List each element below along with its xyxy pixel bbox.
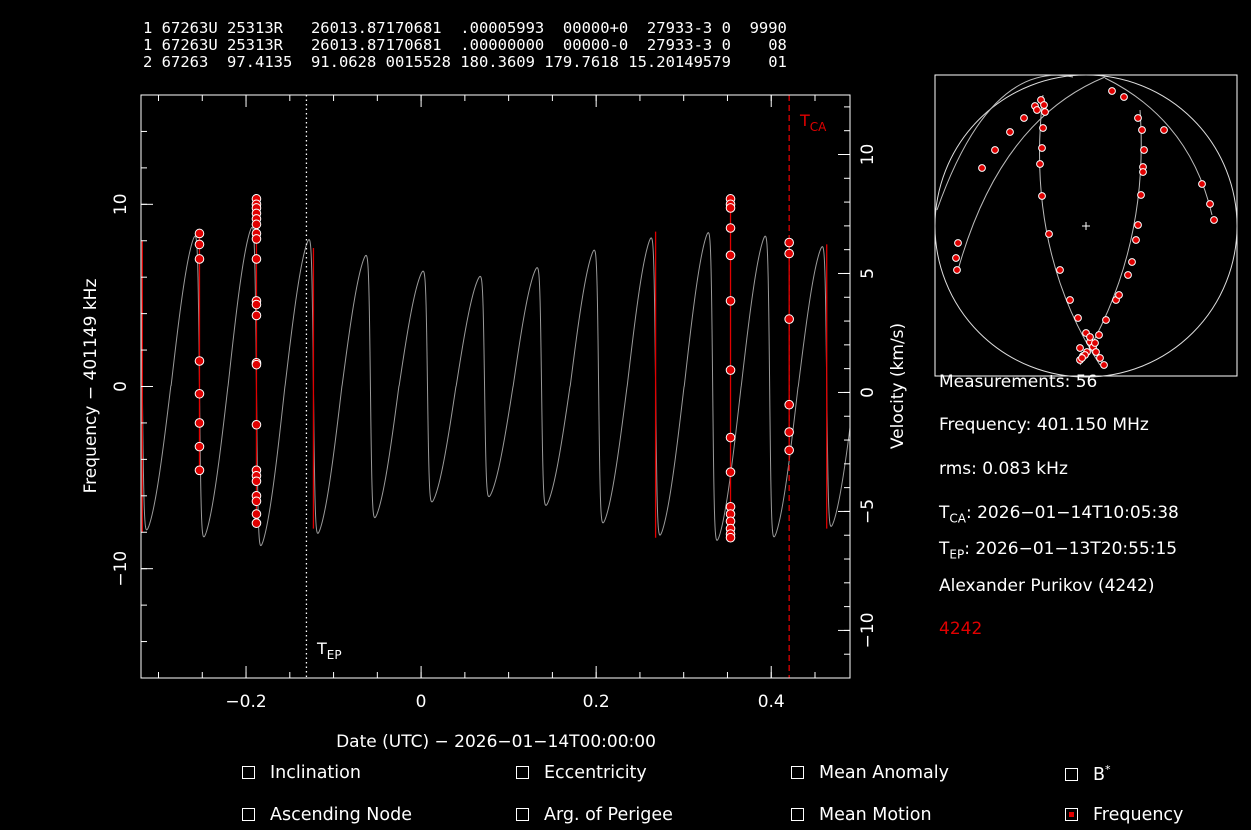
option-mean-motion[interactable]: Mean Motion — [791, 805, 932, 825]
x-tick-label: 0.2 — [583, 692, 610, 712]
checkbox[interactable] — [242, 808, 255, 821]
y2-tick-label: −10 — [858, 612, 878, 648]
measurement-point — [725, 532, 736, 543]
measurement-point — [725, 296, 736, 306]
measurement-point — [194, 418, 205, 428]
measurement-point — [251, 518, 262, 528]
option-inclination[interactable]: Inclination — [242, 763, 361, 783]
measurement-point — [251, 419, 262, 430]
measurement-point — [251, 310, 262, 321]
y2-tick-label: −5 — [858, 499, 878, 524]
x-tick-label: −0.2 — [225, 692, 266, 712]
measurement-point — [194, 465, 205, 476]
measurement-point — [251, 219, 262, 230]
y2-axis-label: Velocity (km/s) — [888, 323, 908, 449]
tle-line-3: 2 67263 97.4135 91.0628 0015528 180.3609… — [143, 53, 787, 71]
checkbox[interactable] — [516, 766, 529, 779]
marker-lines — [305, 95, 790, 678]
checkbox[interactable] — [791, 766, 804, 779]
measurement-point — [251, 234, 262, 244]
measurement-point — [725, 203, 736, 213]
model-doppler-curve — [140, 226, 851, 547]
measurement-point — [725, 432, 736, 443]
x-tick-label: 0 — [416, 692, 427, 712]
measurement-point — [784, 445, 794, 456]
checkbox-checked[interactable] — [1065, 808, 1078, 821]
model-curves — [140, 226, 851, 547]
option-ascending-node[interactable]: Ascending Node — [242, 805, 412, 825]
axis-ticks: −0.2 0 0.2 0.4 −10 0 10 −10 −5 0 5 10 — [111, 94, 878, 712]
measurement-point — [251, 254, 262, 264]
checkbox[interactable] — [242, 766, 255, 779]
option-bstar[interactable]: B* — [1065, 763, 1111, 785]
x-tick-label: 0.4 — [758, 692, 785, 712]
measurement-point — [784, 427, 794, 437]
observer-name: Alexander Purikov (4242) — [939, 576, 1155, 596]
option-mean-anomaly[interactable]: Mean Anomaly — [791, 763, 949, 783]
measurement-point — [725, 250, 736, 261]
measurement-point — [725, 223, 736, 233]
measurement-point — [784, 248, 794, 259]
measurement-point — [251, 509, 262, 519]
y2-tick-label: 10 — [858, 144, 878, 166]
measurement-point — [194, 388, 205, 399]
measurement-point — [725, 365, 736, 375]
option-frequency[interactable]: Frequency — [1065, 805, 1183, 825]
plot-frame — [140, 94, 851, 679]
measurement-point — [251, 299, 262, 310]
measurement-points — [194, 194, 794, 543]
frequency-value: Frequency: 401.150 MHz — [939, 415, 1149, 435]
measurement-point — [784, 314, 794, 324]
measurement-point — [194, 239, 205, 250]
tle-line-1: 1 67263U 25313R 26013.87170681 .00005993… — [143, 19, 787, 37]
tca-value: TCA: 2026−01−14T10:05:38 — [939, 503, 1179, 526]
y2-tick-label: 5 — [858, 268, 878, 279]
checkbox[interactable] — [516, 808, 529, 821]
option-arg-of-perigee[interactable]: Arg. of Perigee — [516, 805, 673, 825]
doppler-chart[interactable]: −0.2 0 0.2 0.4 −10 0 10 −10 −5 0 5 10 Frequency − 4… — [0, 0, 1251, 760]
tep-value: TEP: 2026−01−13T20:55:15 — [939, 539, 1178, 562]
y-tick-label: 0 — [111, 381, 131, 392]
measurement-point — [251, 359, 262, 370]
rms-value: rms: 0.083 kHz — [939, 459, 1068, 479]
tle-line-2: 1 67263U 25313R 26013.87170681 .00000000… — [143, 36, 787, 54]
measurement-point — [251, 476, 262, 487]
measurement-point — [725, 467, 736, 477]
marker-tca-label: TCA — [799, 111, 827, 134]
y-tick-label: 10 — [111, 193, 131, 215]
measurement-point — [194, 441, 205, 452]
measurements-count: Measurements: 56 — [939, 372, 1098, 392]
measurement-point — [784, 399, 794, 410]
measurement-point — [194, 254, 205, 264]
measurement-point — [251, 496, 262, 507]
measurement-point — [784, 237, 794, 248]
y2-tick-label: 0 — [858, 387, 878, 398]
station-id: 4242 — [939, 619, 983, 639]
y-tick-label: −10 — [111, 551, 131, 587]
x-axis-label: Date (UTC) − 2026−01−14T00:00:00 — [336, 732, 656, 752]
measurement-point — [194, 228, 205, 239]
option-eccentricity[interactable]: Eccentricity — [516, 763, 647, 783]
checkbox[interactable] — [791, 808, 804, 821]
marker-tep-label: TEP — [316, 639, 342, 662]
measurement-point — [194, 356, 205, 366]
checkbox[interactable] — [1065, 767, 1078, 781]
y-axis-label: Frequency − 401149 kHz — [81, 279, 101, 494]
